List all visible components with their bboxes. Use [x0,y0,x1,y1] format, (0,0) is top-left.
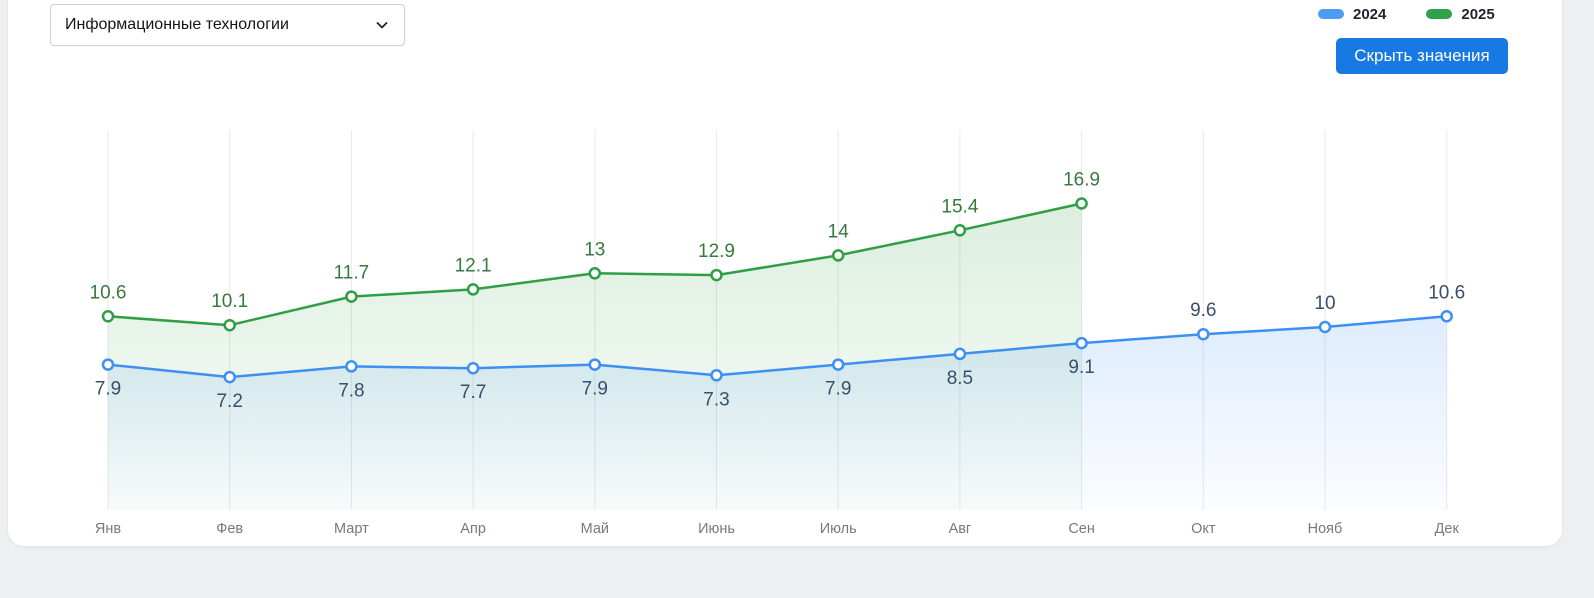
svg-text:Авг: Авг [949,521,972,537]
svg-text:8.5: 8.5 [947,368,973,389]
svg-text:7.9: 7.9 [582,379,608,400]
svg-text:Нояб: Нояб [1308,521,1343,537]
svg-text:Июль: Июль [820,521,857,537]
legend-item-2024[interactable]: 2024 [1318,6,1386,23]
svg-text:Дек: Дек [1435,521,1460,537]
legend-label-2024: 2024 [1353,5,1387,23]
svg-text:13: 13 [584,239,605,260]
svg-text:7.7: 7.7 [460,382,486,403]
svg-text:12.1: 12.1 [455,255,492,276]
svg-text:7.8: 7.8 [338,380,364,401]
svg-text:7.9: 7.9 [825,379,851,400]
svg-text:Сен: Сен [1068,521,1095,537]
svg-text:10.6: 10.6 [90,282,127,303]
svg-text:14: 14 [828,221,850,242]
svg-text:15.4: 15.4 [941,196,978,217]
svg-text:7.3: 7.3 [703,389,729,410]
svg-text:Март: Март [334,521,369,537]
svg-text:Июнь: Июнь [698,521,735,537]
svg-text:Май: Май [581,521,609,537]
svg-text:11.7: 11.7 [334,263,370,284]
legend-item-2025[interactable]: 2025 [1426,5,1495,23]
svg-text:Окт: Окт [1191,521,1216,537]
hide-values-button[interactable]: Скрыть значения [1336,38,1508,74]
svg-text:10: 10 [1314,293,1335,314]
svg-text:16.9: 16.9 [1063,170,1100,191]
svg-text:Апр: Апр [460,521,486,537]
svg-text:7.9: 7.9 [95,379,121,400]
svg-text:Фев: Фев [216,521,243,537]
legend-swatch-2024 [1318,9,1344,19]
category-select-value: Информационные технологии [65,16,289,33]
svg-text:12.9: 12.9 [698,241,735,262]
svg-text:Янв: Янв [95,521,121,537]
svg-text:9.6: 9.6 [1190,300,1216,321]
chart-legend: 2024 2025 [1318,2,1495,26]
svg-text:10.1: 10.1 [211,291,248,312]
svg-text:7.2: 7.2 [216,391,242,412]
svg-text:9.1: 9.1 [1068,357,1094,378]
chevron-down-icon [374,17,390,33]
svg-text:10.6: 10.6 [1428,282,1465,303]
legend-swatch-2025 [1426,9,1453,19]
legend-label-2025: 2025 [1461,5,1495,23]
category-select[interactable]: Информационные технологии [50,4,405,46]
